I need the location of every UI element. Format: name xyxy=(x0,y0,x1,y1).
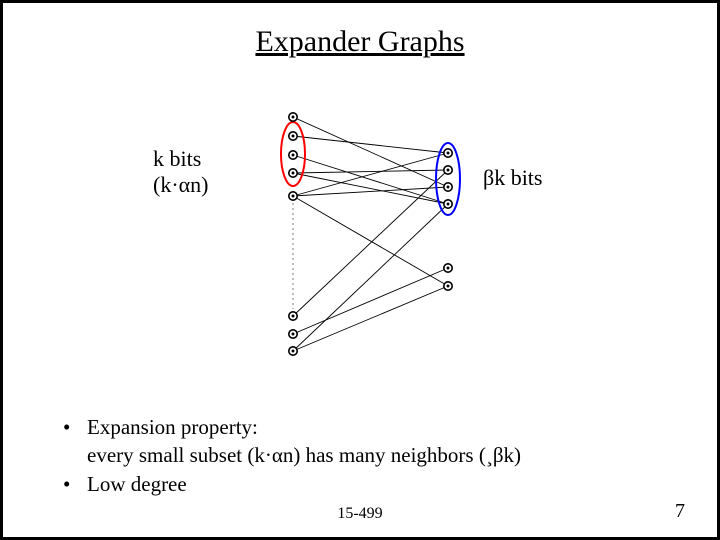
left-label: k bits (k·αn) xyxy=(153,146,209,199)
right-label: βk bits xyxy=(483,165,542,191)
bullet-2-text: Low degree xyxy=(87,470,187,498)
bullet-1-line2: every small subset (k·αn) has many neigh… xyxy=(87,441,521,469)
left-label-line1: k bits xyxy=(153,146,209,172)
bipartite-graph xyxy=(253,103,483,373)
bullet-marker: • xyxy=(63,413,87,470)
bullet-marker: • xyxy=(63,470,87,498)
footer-page-number: 7 xyxy=(675,500,685,523)
bullet-list: • Expansion property: every small subset… xyxy=(63,413,521,498)
footer-center: 15-499 xyxy=(3,505,717,523)
bullet-1-line1: Expansion property: xyxy=(87,413,521,441)
bullet-1-text: Expansion property: every small subset (… xyxy=(87,413,521,470)
slide-frame: Expander Graphs k bits (k·αn) βk bits • … xyxy=(0,0,720,540)
bullet-1: • Expansion property: every small subset… xyxy=(63,413,521,470)
left-label-line2: (k·αn) xyxy=(153,172,209,198)
slide-title: Expander Graphs xyxy=(3,25,717,59)
bullet-2: • Low degree xyxy=(63,470,521,498)
